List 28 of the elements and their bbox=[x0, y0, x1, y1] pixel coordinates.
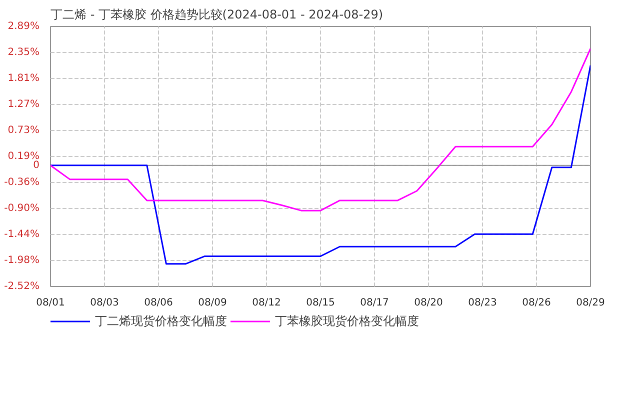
x-tick-label: 08/01 bbox=[36, 298, 65, 308]
y-tick-label: 0.19% bbox=[8, 150, 40, 162]
x-tick-label: 08/15 bbox=[306, 298, 335, 308]
x-tick-label: 08/20 bbox=[414, 298, 443, 308]
x-tick-label: 08/23 bbox=[468, 298, 497, 308]
y-tick-label: 2.89% bbox=[8, 21, 40, 32]
y-tick-label: -0.36% bbox=[4, 177, 40, 188]
line-series bbox=[50, 48, 590, 212]
y-tick-label: 2.35% bbox=[8, 46, 40, 58]
x-tick-label: 08/03 bbox=[90, 298, 119, 308]
legend-label: 丁苯橡胶现货价格变化幅度 bbox=[275, 312, 419, 330]
legend-label: 丁二烯现货价格变化幅度 bbox=[95, 312, 227, 330]
x-tick-label: 08/17 bbox=[360, 298, 389, 308]
y-tick-label: -0.90% bbox=[4, 203, 40, 214]
x-tick-label: 08/06 bbox=[144, 298, 173, 308]
x-tick-label: 08/12 bbox=[252, 298, 281, 308]
x-tick-label: 08/09 bbox=[198, 298, 227, 308]
y-tick-label: 0.73% bbox=[8, 124, 40, 136]
y-tick-label: -1.98% bbox=[4, 255, 40, 266]
y-tick-label: 1.27% bbox=[8, 98, 40, 110]
line-series bbox=[50, 64, 590, 265]
y-tick-label: -1.44% bbox=[4, 229, 40, 240]
y-tick-label: 0 bbox=[33, 160, 40, 171]
x-tick-label: 08/26 bbox=[522, 298, 551, 308]
y-tick-label: 1.81% bbox=[8, 72, 40, 84]
x-tick-label: 08/29 bbox=[576, 298, 605, 308]
y-tick-label: -2.52% bbox=[4, 281, 40, 292]
chart-title: 丁二烯 - 丁苯橡胶 价格趋势比较(2024-08-01 - 2024-08-29) bbox=[50, 8, 384, 22]
